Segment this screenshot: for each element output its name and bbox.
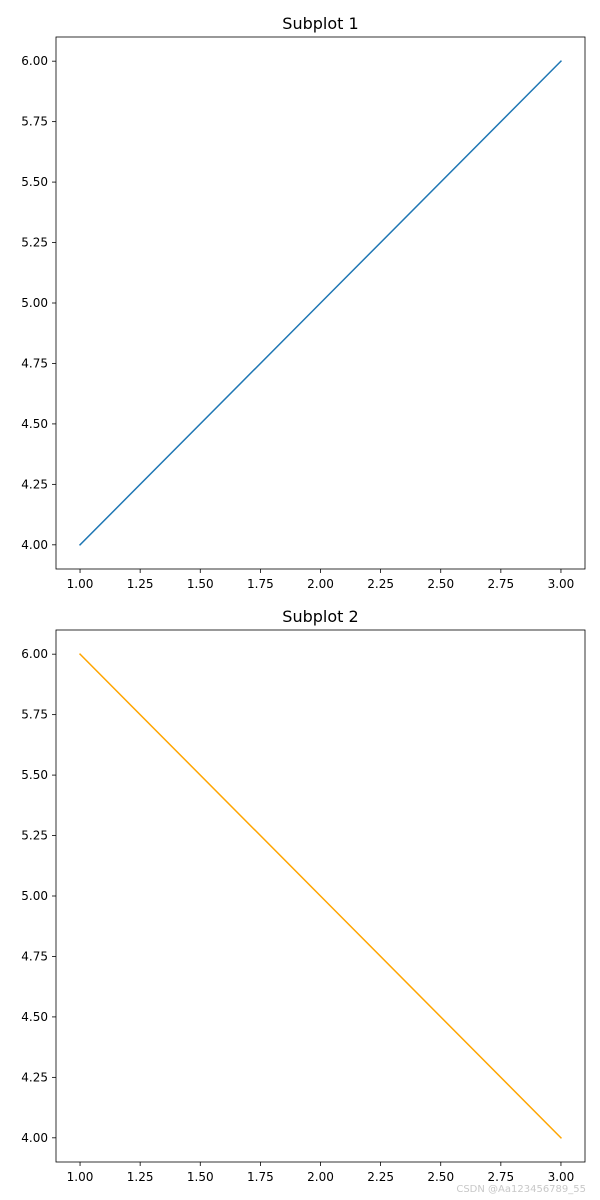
subplot-2-x-tick-label: 1.25 bbox=[127, 1170, 154, 1184]
subplot-2-y-tick-label: 5.50 bbox=[21, 768, 48, 782]
subplot-1-x-tick-label: 1.75 bbox=[247, 577, 274, 591]
subplot-2-title: Subplot 2 bbox=[282, 607, 358, 626]
subplot-1-x-tick-label: 2.25 bbox=[367, 577, 394, 591]
subplot-2-y-tick-label: 5.75 bbox=[21, 708, 48, 722]
subplot-2-series-line-1 bbox=[78, 653, 563, 1139]
subplot-2: Subplot 2 1.00 1.25 1.50 1.75 2.00 2.25 2.50 2.7… bbox=[21, 607, 586, 1184]
watermark: CSDN @Aa123456789_55 bbox=[456, 1184, 586, 1195]
subplot-1-y-tick-label: 5.75 bbox=[21, 115, 48, 129]
subplot-2-y-tick-label: 4.00 bbox=[21, 1131, 48, 1145]
subplot-2-x-tick-label: 1.00 bbox=[67, 1170, 94, 1184]
subplot-2-x-tick-label: 2.25 bbox=[367, 1170, 394, 1184]
subplot-1-x-tick-label: 2.75 bbox=[487, 577, 514, 591]
subplot-2-y-tick-label: 5.00 bbox=[21, 889, 48, 903]
subplot-2-x-tick-label: 2.75 bbox=[487, 1170, 514, 1184]
subplot-1-x-tick-label: 3.00 bbox=[548, 577, 575, 591]
subplot-1-x-tick-label: 1.50 bbox=[187, 577, 214, 591]
subplot-2-y-tick-label: 4.75 bbox=[21, 949, 48, 963]
subplot-2-x-tick-label: 2.00 bbox=[307, 1170, 334, 1184]
subplot-1-y-tick-label: 4.00 bbox=[21, 538, 48, 552]
subplot-1-x-tick-label: 1.00 bbox=[67, 577, 94, 591]
subplot-1-x-tick-label: 2.50 bbox=[427, 577, 454, 591]
subplot-1-y-tick-label: 4.25 bbox=[21, 477, 48, 491]
subplot-2-x-tick-label: 2.50 bbox=[427, 1170, 454, 1184]
subplot-2-y-tick-label: 6.00 bbox=[21, 647, 48, 661]
subplot-1-y-tick-label: 4.50 bbox=[21, 417, 48, 431]
subplot-1: Subplot 1 1.00 1.25 1.50 1.75 2.00 2.25 2.50 2.7… bbox=[21, 14, 586, 591]
subplot-1-title: Subplot 1 bbox=[282, 14, 358, 33]
subplot-2-y-tick-label: 4.50 bbox=[21, 1010, 48, 1024]
subplot-2-x-tick-label: 1.50 bbox=[187, 1170, 214, 1184]
subplot-1-y-tick-label: 5.50 bbox=[21, 175, 48, 189]
subplot-2-x-tick-label: 3.00 bbox=[548, 1170, 575, 1184]
subplot-2-x-tick-label: 1.75 bbox=[247, 1170, 274, 1184]
subplot-1-y-tick-label: 4.75 bbox=[21, 356, 48, 370]
subplot-1-x-tick-label: 1.25 bbox=[127, 577, 154, 591]
subplot-1-series-line-1 bbox=[78, 60, 563, 546]
subplot-1-y-tick-label: 5.25 bbox=[21, 236, 48, 250]
subplot-1-y-tick-label: 5.00 bbox=[21, 296, 48, 310]
subplot-1-x-tick-label: 2.00 bbox=[307, 577, 334, 591]
subplot-2-y-tick-label: 4.25 bbox=[21, 1070, 48, 1084]
subplot-2-y-tick-label: 5.25 bbox=[21, 829, 48, 843]
subplot-1-y-tick-label: 6.00 bbox=[21, 54, 48, 68]
